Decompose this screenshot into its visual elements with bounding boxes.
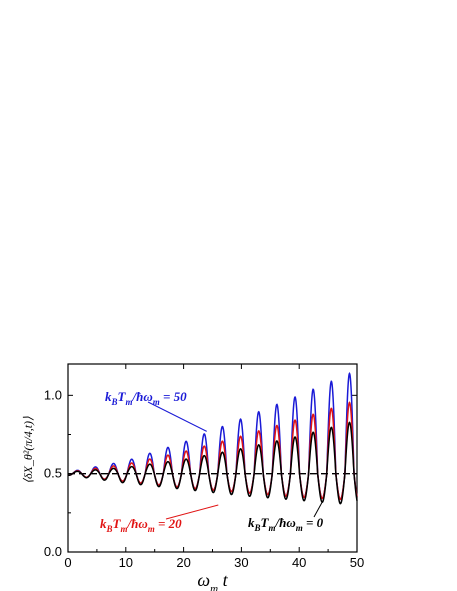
y-tick-label: 1.0 <box>44 387 62 402</box>
x-tick-label: 40 <box>292 555 306 570</box>
annotation-label-2: kBTm/ħωm = 0 <box>248 515 324 533</box>
x-tick-label: 0 <box>64 555 71 570</box>
series-line-2 <box>67 421 358 505</box>
annotation-label-1: kBTm/ħωm = 20 <box>100 516 182 534</box>
annotation-label-0: kBTm/ħωm = 50 <box>105 389 187 407</box>
x-tick-label: 10 <box>119 555 133 570</box>
x-tick-label: 30 <box>234 555 248 570</box>
annotation-arrow-2 <box>313 501 323 518</box>
x-tick-label: 50 <box>350 555 364 570</box>
plot: 0 10 20 30 40 50 0.0 0.5 1.0 ωm t ⟨δX_θ²(π/4,t)⟩ kB… <box>21 363 364 591</box>
annotation-arrow-0 <box>147 401 207 432</box>
y-axis-title: ⟨δX_θ²(π/4,t)⟩ <box>21 416 35 484</box>
x-tick-label: 20 <box>176 555 190 570</box>
series-line-1 <box>67 401 358 501</box>
annotation-arrow-1 <box>165 504 219 520</box>
x-axis-title: ωm t <box>197 570 228 591</box>
y-tick-label: 0.5 <box>44 466 62 481</box>
y-tick-label: 0.0 <box>44 544 62 559</box>
